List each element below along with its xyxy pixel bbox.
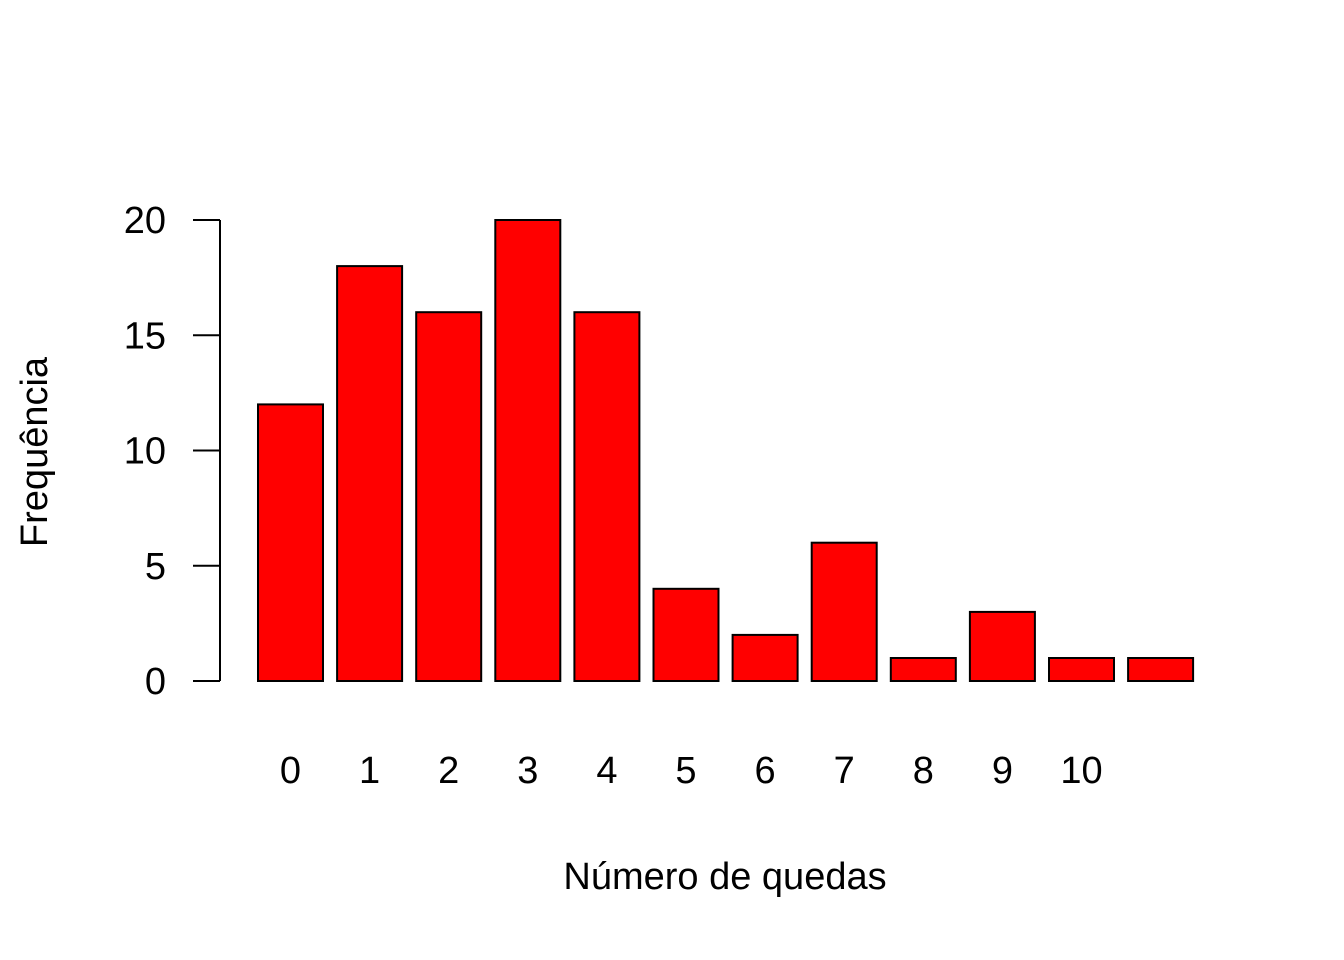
y-tick-label: 10 [124,431,166,473]
bar [573,311,641,682]
x-tick-label: 5 [675,750,696,792]
bar [494,219,562,682]
x-tick-label: 6 [755,750,776,792]
bars-group [257,219,1195,683]
bar [257,403,324,682]
y-tick-label: 20 [124,200,166,242]
x-tick-label: 10 [1060,750,1102,792]
x-tick-label: 3 [517,750,538,792]
x-tick-label: 2 [438,750,459,792]
bar [652,587,720,682]
x-tick-label: 7 [834,750,855,792]
x-tick-label: 1 [359,750,380,792]
x-tick-label: 8 [913,750,934,792]
bar [415,311,483,682]
bar [336,265,404,682]
y-tick-label: 5 [145,546,166,588]
y-tick-label: 15 [124,315,166,357]
y-axis-title: Frequência [14,356,56,547]
x-tick-label: 9 [992,750,1013,792]
bar [1127,657,1195,682]
bar [810,541,878,683]
bar [1048,657,1115,682]
y-axis: 0 5 10 15 20 [124,200,221,703]
bar [968,610,1036,683]
x-axis-title: Número de quedas [563,856,886,898]
x-axis-tick-labels: 0 1 2 3 4 5 6 7 8 9 10 [280,750,1103,792]
y-tick-label: 0 [145,661,166,703]
bar [731,633,799,683]
x-tick-label: 0 [280,750,301,792]
bar [889,657,957,682]
x-tick-label: 4 [596,750,617,792]
